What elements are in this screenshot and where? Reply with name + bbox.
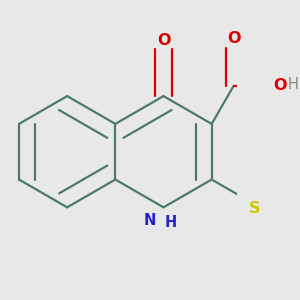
Text: N: N	[144, 213, 156, 228]
Text: H: H	[288, 77, 299, 92]
Text: H: H	[165, 214, 177, 230]
Text: S: S	[249, 202, 260, 217]
Text: O: O	[227, 32, 240, 46]
Text: O: O	[157, 33, 170, 48]
Text: O: O	[273, 78, 287, 93]
